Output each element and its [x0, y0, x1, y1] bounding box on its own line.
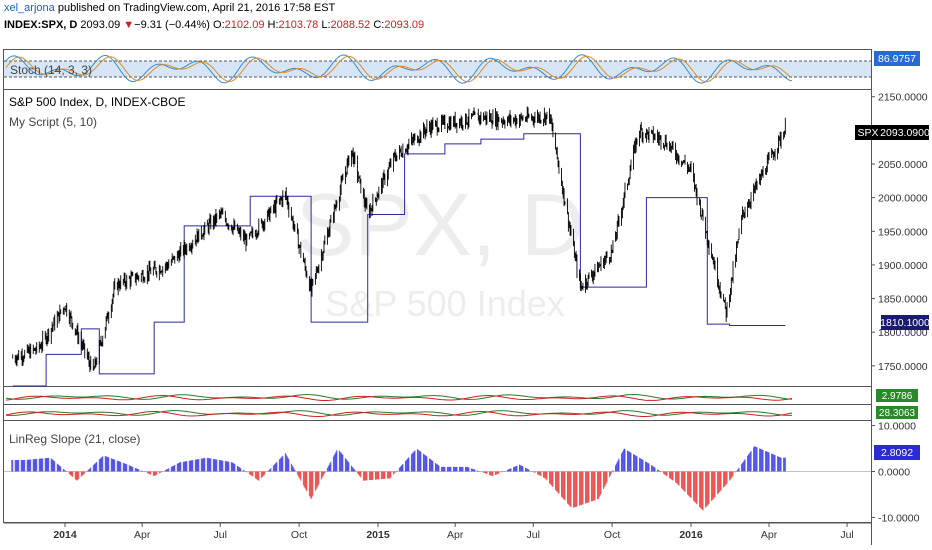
x-tick-label: Jul: [213, 529, 226, 541]
mid1-green-line: [5, 393, 793, 400]
stoch-value-badge: 86.9757: [874, 51, 920, 66]
linreg-badge-bg: [874, 445, 920, 460]
spx-tag-text: SPX: [857, 127, 878, 139]
close-value: 2093.09: [384, 19, 425, 31]
x-tick-label: Apr: [761, 529, 778, 541]
linreg-tick-label: -10.0000: [878, 512, 920, 524]
stoch-band: [4, 61, 871, 77]
script-label: My Script (5, 10): [9, 115, 97, 129]
stoch-badge-bg: [874, 51, 920, 66]
x-tick-label: 2015: [366, 529, 390, 541]
step-badge-bg: [881, 315, 929, 330]
y-tick-label: 1850.0000: [878, 294, 928, 306]
watermark-name: S&P 500 Index: [325, 283, 565, 324]
linreg-histogram: [11, 446, 786, 511]
x-tick-label: Jul: [526, 529, 539, 541]
step-badge-text: 1810.1000: [880, 317, 930, 329]
low-value: 2088.52: [330, 19, 371, 31]
spx-value-bg: [881, 125, 929, 140]
y-tick-label: 1900.0000: [878, 260, 928, 272]
y-tick-label: 1800.0000: [878, 327, 928, 339]
x-tick-label: Jul: [840, 529, 853, 541]
watermark-symbol: SPX, D: [296, 175, 585, 274]
spx-price-badge: SPX 2093.0900: [855, 125, 930, 140]
close-label: C:: [373, 19, 385, 31]
spx-value-text: 2093.0900: [880, 127, 930, 139]
high-value: 2103.78: [278, 19, 319, 31]
x-tick-label: Oct: [604, 529, 620, 541]
x-tick-label: Oct: [291, 529, 307, 541]
y-tick-label: 2000.0000: [878, 193, 928, 205]
mid2-value-badge: 28.3063: [876, 406, 918, 419]
mid1-badge-bg: [876, 389, 918, 402]
y-tick-label: 2050.0000: [878, 159, 928, 171]
x-tick-label: Apr: [134, 529, 151, 541]
mid2-red-line: [5, 411, 793, 418]
high-label: H:: [267, 19, 279, 31]
linreg-tick-label: 0.0000: [878, 467, 910, 479]
low-label: L:: [321, 19, 331, 31]
mid2-green-line: [5, 410, 792, 416]
time-axis: 2014 Apr Jul Oct 2015 Apr Jul Oct 2016 Apr Jul: [4, 522, 871, 541]
y-tick-label: 1950.0000: [878, 226, 928, 238]
main-title: S&P 500 Index, D, INDEX-CBOE: [9, 95, 186, 109]
linreg-badge-text: 2.8092: [881, 447, 913, 459]
x-tick-label: 2016: [679, 529, 703, 541]
x-tick-label: 2014: [53, 529, 77, 541]
down-arrow-icon: ▼: [123, 19, 135, 31]
last-price: 2093.09: [80, 19, 121, 31]
step-line: [12, 133, 786, 387]
linreg-value-badge: 2.8092: [874, 445, 920, 460]
mid2-badge-bg: [876, 406, 918, 419]
price-bars: [12, 106, 786, 373]
open-label: O:: [213, 19, 225, 31]
change-text: −9.31 (−0.44%): [134, 19, 210, 31]
x-tick-label: Apr: [447, 529, 464, 541]
linreg-y-axis: 10.0000 0.0000 -10.0000: [871, 421, 920, 524]
symbol-label: INDEX:SPX, D: [4, 19, 78, 31]
step-value-badge: 1810.1000: [880, 315, 930, 330]
spx-tag-bg: [855, 125, 881, 140]
stoch-label: Stoch (14, 3, 3): [10, 63, 92, 77]
y-tick-label: 2150.0000: [878, 92, 928, 104]
mid2-badge-text: 28.3063: [879, 408, 916, 419]
stoch-d-line: [5, 55, 793, 83]
y-tick-label: 1750.0000: [878, 361, 928, 373]
open-value: 2102.09: [224, 19, 265, 31]
stoch-badge-text: 86.9757: [878, 53, 916, 65]
author-link[interactable]: xel_arjona: [4, 2, 55, 14]
linreg-label: LinReg Slope (21, close): [9, 432, 140, 446]
mid1-value-badge: 2.9786: [876, 389, 918, 402]
linreg-tick-label: 10.0000: [878, 421, 916, 433]
mid1-badge-text: 2.9786: [882, 391, 913, 402]
publish-line: xel_arjona published on TradingView.com,…: [4, 2, 335, 14]
mid1-red-line: [5, 394, 793, 401]
published-text: published on TradingView.com, April 21, …: [57, 2, 336, 14]
ohlc-line: INDEX:SPX, D 2093.09 ▼−9.31 (−0.44%) O:2…: [4, 19, 424, 31]
